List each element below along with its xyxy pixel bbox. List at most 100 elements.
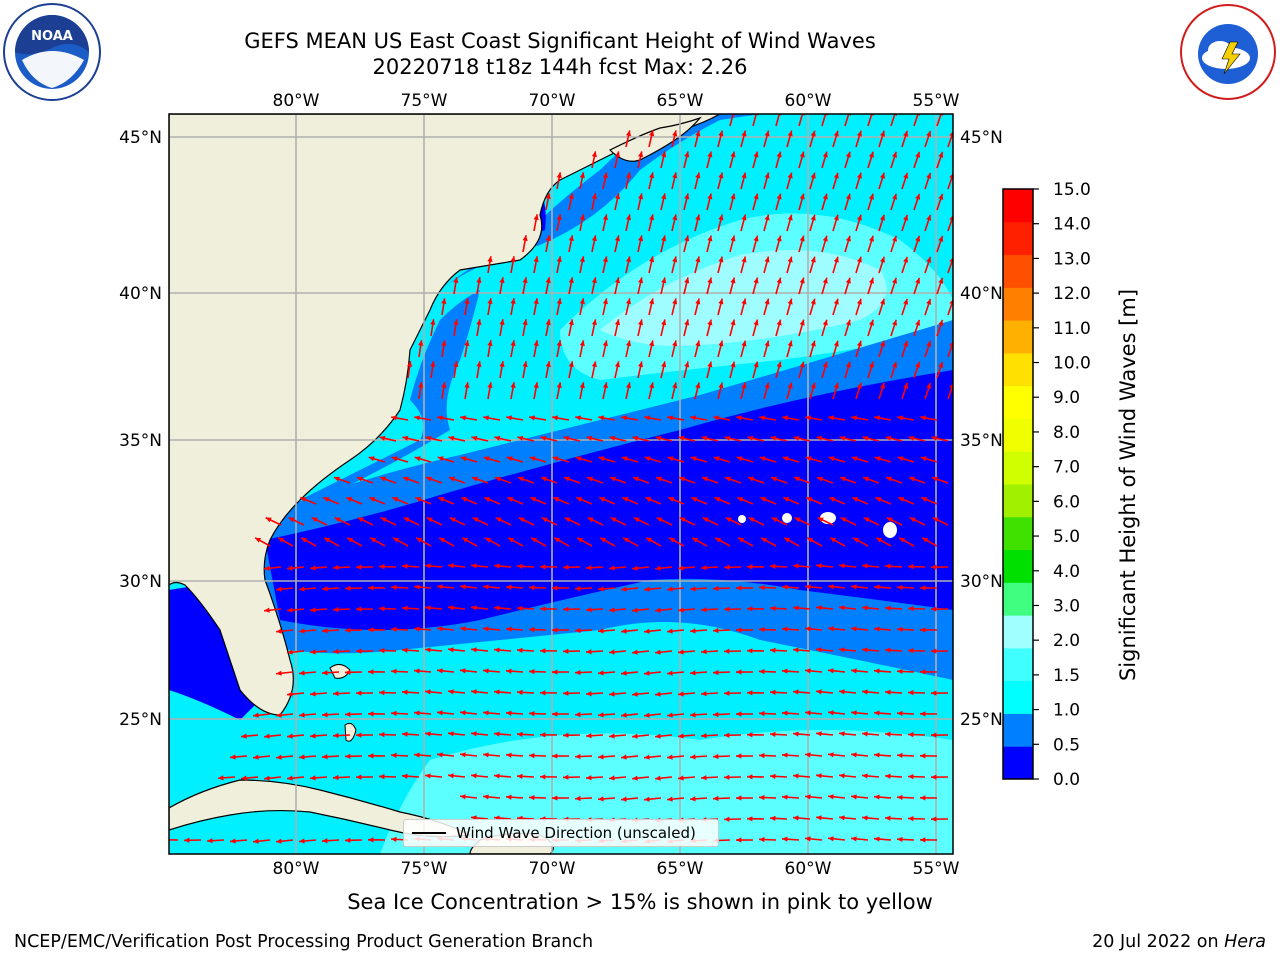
wind-arrow-head: [828, 456, 835, 462]
lon-label-top: 70°W: [529, 91, 576, 111]
wind-arrow-head: [678, 565, 684, 571]
lon-label-bottom: 70°W: [529, 859, 576, 879]
wind-arrow-head: [471, 689, 477, 695]
colorbar-tick-label: 8.0: [1053, 423, 1080, 443]
wind-arrow-head: [448, 476, 455, 482]
wind-arrow-head: [414, 415, 421, 421]
wind-arrow-head: [334, 517, 341, 523]
wind-arrow-head: [476, 277, 482, 283]
wind-arrow-head: [448, 605, 454, 611]
colorbar-segment: [1003, 254, 1033, 288]
wind-arrow-head: [347, 537, 354, 543]
wind-arrow-head: [310, 565, 316, 571]
wind-arrow-head: [816, 605, 822, 611]
wind-arrow-head: [805, 584, 811, 590]
wind-arrow-head: [494, 605, 500, 611]
wind-arrow-head: [533, 298, 539, 305]
wind-arrow-head: [875, 497, 882, 502]
wind-arrow-head: [552, 627, 558, 633]
chart-title: GEFS MEAN US East Coast Significant Heig…: [244, 29, 876, 53]
wind-arrow-head: [529, 795, 535, 801]
wind-arrow-head: [684, 235, 690, 242]
wind-arrow-head: [897, 794, 903, 801]
wind-arrow-head: [368, 837, 374, 843]
wind-arrow-head: [638, 193, 644, 200]
wind-arrow-head: [460, 794, 466, 800]
wind-arrow-head: [649, 298, 655, 305]
wind-arrow-head: [892, 193, 898, 200]
wind-arrow-head: [885, 563, 891, 569]
wind-arrow-head: [402, 647, 408, 653]
wind-arrow-head: [609, 691, 615, 697]
wind-arrow-head: [833, 298, 839, 305]
wind-arrow-head: [810, 214, 816, 221]
wind-arrow-head: [690, 712, 696, 718]
wind-arrow-head: [552, 795, 558, 801]
wind-arrow-head: [771, 517, 778, 523]
wind-arrow-head: [695, 256, 701, 263]
wind-arrow-head: [368, 456, 375, 462]
wind-arrow-head: [718, 130, 724, 137]
wind-arrow-head: [713, 456, 720, 462]
wind-arrow-head: [799, 319, 805, 326]
wind-arrow-head: [741, 172, 747, 179]
lon-label-bottom: 75°W: [401, 859, 448, 879]
wind-arrow-head: [701, 565, 707, 571]
wind-arrow-head: [805, 836, 811, 842]
wind-arrow-head: [638, 319, 644, 326]
wind-arrow-head: [623, 537, 630, 543]
colorbar-segment: [1003, 680, 1033, 714]
wind-arrow-head: [764, 256, 770, 263]
wind-arrow-head: [667, 415, 674, 421]
wind-arrow-head: [868, 151, 874, 158]
wind-arrow-head: [753, 193, 759, 200]
wind-arrow-head: [414, 584, 420, 590]
wind-arrow-head: [437, 710, 443, 716]
wind-arrow-head: [621, 670, 627, 676]
wind-arrow-head: [672, 172, 678, 179]
wind-arrow-head: [799, 277, 805, 284]
wind-arrow-head: [661, 151, 667, 158]
wind-arrow-head: [908, 732, 914, 738]
wind-arrow-head: [529, 415, 536, 421]
wind-arrow-head: [379, 606, 385, 612]
wind-arrow-head: [707, 277, 713, 284]
wind-arrow-head: [437, 668, 443, 674]
colorbar-tick-label: 15.0: [1053, 180, 1091, 200]
wind-arrow-head: [678, 476, 685, 482]
wind-arrow-head: [402, 476, 409, 482]
lat-label-right: 30°N: [960, 572, 1003, 592]
wind-arrow-head: [845, 319, 851, 326]
wind-arrow-head: [368, 585, 374, 591]
wind-arrow-head: [736, 795, 742, 801]
wind-arrow-head: [828, 836, 834, 842]
wind-arrow-head: [531, 537, 538, 543]
wind-arrow-head: [632, 565, 638, 571]
wind-arrow-head: [391, 415, 398, 421]
wind-arrow-head: [678, 691, 684, 697]
wind-arrow-head: [730, 361, 736, 368]
wind-arrow-head: [591, 277, 597, 284]
wind-arrow-head: [874, 456, 881, 462]
wind-arrow-head: [462, 537, 469, 543]
wind-arrow-head: [851, 794, 857, 800]
wind-arrow-head: [529, 669, 535, 675]
wind-arrow-head: [487, 382, 493, 389]
wind-arrow-head: [391, 752, 397, 759]
wind-arrow-head: [874, 668, 880, 674]
colorbar-tick-label: 6.0: [1053, 492, 1080, 512]
wind-arrow-head: [483, 668, 489, 674]
wind-arrow-head: [833, 256, 839, 263]
wind-arrow-head: [830, 537, 837, 543]
wind-arrow-head: [908, 476, 915, 482]
wind-arrow-head: [915, 277, 921, 284]
wind-arrow-head: [563, 435, 570, 441]
wind-arrow-head: [540, 476, 547, 482]
wind-arrow-head: [874, 626, 880, 632]
wind-arrow-head: [568, 235, 574, 242]
colorbar-tick-label: 3.0: [1053, 596, 1080, 616]
wind-arrow-head: [816, 647, 822, 653]
wind-arrow-head: [931, 690, 937, 696]
wind-arrow-head: [591, 193, 597, 200]
wind-arrow-head: [741, 130, 747, 137]
